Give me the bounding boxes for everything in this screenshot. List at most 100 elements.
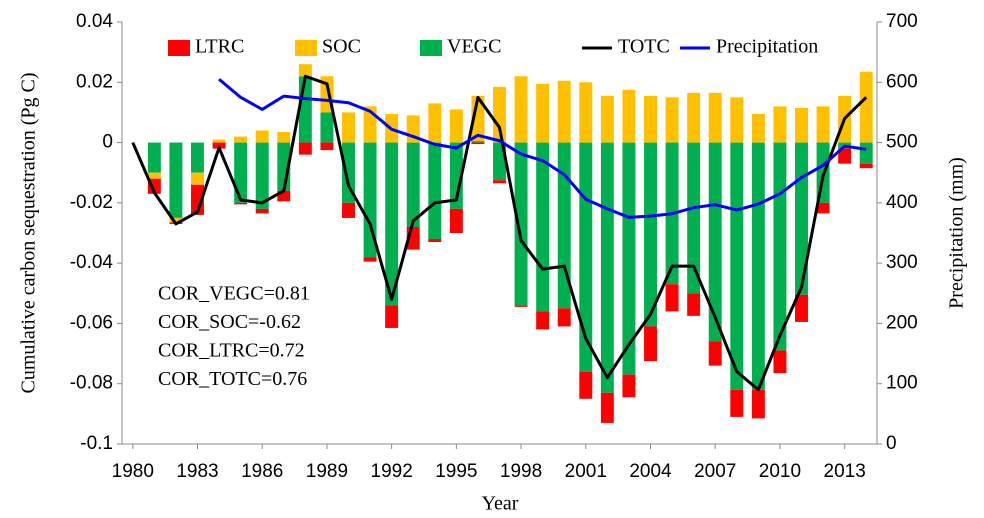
bar [212, 142, 226, 149]
bar [665, 284, 679, 312]
bar [277, 132, 291, 143]
bar [795, 107, 808, 143]
bar [536, 142, 550, 312]
bar [859, 142, 873, 164]
bar [342, 112, 355, 143]
x-tick-label: 1992 [371, 461, 413, 482]
bar [644, 142, 657, 327]
bar [859, 163, 873, 169]
y-tick-label: 0.04 [76, 11, 113, 32]
bar [277, 190, 291, 202]
bar [191, 142, 204, 173]
y-tick-label: 0 [102, 132, 113, 153]
x-tick-label: 1983 [176, 461, 218, 482]
y-axis-label: Cumulative carbon sequestration (Pg C) [18, 72, 40, 393]
x-axis-label: Year [482, 493, 519, 515]
legend-label: VEGC [447, 36, 501, 58]
bar [536, 83, 550, 143]
bar [342, 142, 355, 203]
bar [342, 202, 355, 218]
bar [730, 389, 744, 417]
bar [212, 139, 226, 143]
bar [687, 293, 701, 316]
bar [320, 112, 334, 143]
y-tick-label: -0.06 [70, 312, 113, 333]
bar [471, 141, 485, 143]
bar [751, 113, 765, 143]
bar [298, 142, 312, 155]
y-tick-label: -0.04 [70, 252, 114, 273]
bar [687, 142, 701, 294]
y2-tick-label: 600 [886, 71, 918, 92]
bar [255, 130, 269, 143]
bar [234, 142, 248, 203]
annotation: COR_TOTC=0.76 [158, 368, 307, 390]
bar [859, 71, 873, 143]
bar [687, 92, 701, 143]
y2-tick-label: 200 [886, 312, 918, 333]
y-tick-label: -0.1 [80, 433, 113, 454]
bar [665, 97, 679, 143]
bar [579, 82, 593, 143]
y2-tick-label: 400 [886, 192, 918, 213]
bar [751, 142, 765, 390]
bar [600, 95, 614, 143]
bar [471, 142, 485, 145]
y2-tick-label: 100 [886, 373, 918, 394]
bar [622, 89, 636, 143]
bar [493, 180, 506, 184]
bar [191, 172, 204, 185]
bar [363, 142, 377, 258]
x-tick-label: 2013 [824, 461, 866, 482]
x-tick-label: 2010 [759, 461, 801, 482]
bar [816, 202, 830, 214]
bar [428, 103, 442, 143]
bar [191, 184, 204, 215]
bar [708, 142, 722, 342]
line [218, 78, 867, 219]
legend-label: Precipitation [716, 36, 818, 58]
bar [557, 308, 571, 327]
bar [255, 208, 269, 214]
bar [514, 305, 528, 307]
bar [493, 86, 506, 143]
x-tick-label: 2001 [565, 461, 607, 482]
bar [234, 136, 248, 143]
bar [644, 326, 657, 362]
x-tick-label: 1986 [241, 461, 283, 482]
bar [406, 142, 420, 227]
legend-swatch [295, 40, 317, 56]
bar [147, 172, 161, 179]
bar [773, 350, 787, 374]
legend-label: TOTC [618, 36, 670, 58]
y2-tick-label: 300 [886, 252, 918, 273]
bar [751, 389, 765, 419]
bar [708, 341, 722, 366]
bar [773, 106, 787, 143]
bar [363, 257, 377, 262]
bar [644, 95, 657, 143]
bar [320, 142, 334, 151]
y2-tick-label: 500 [886, 132, 918, 153]
bar [557, 80, 571, 143]
annotation: COR_VEGC=0.81 [158, 283, 310, 305]
bar [622, 374, 636, 398]
y-tick-label: 0.02 [76, 71, 113, 92]
line [131, 74, 868, 392]
bar [169, 142, 183, 218]
bar [449, 208, 463, 233]
bar [255, 142, 269, 209]
bar [773, 142, 787, 351]
bar [449, 109, 463, 143]
bar [600, 142, 614, 393]
bar [795, 142, 808, 295]
bar [536, 311, 550, 330]
y-tick-label: -0.02 [70, 192, 113, 213]
x-tick-label: 1995 [435, 461, 477, 482]
bar [730, 142, 744, 390]
bar [234, 202, 248, 205]
bar [838, 148, 852, 164]
bar [298, 76, 312, 143]
